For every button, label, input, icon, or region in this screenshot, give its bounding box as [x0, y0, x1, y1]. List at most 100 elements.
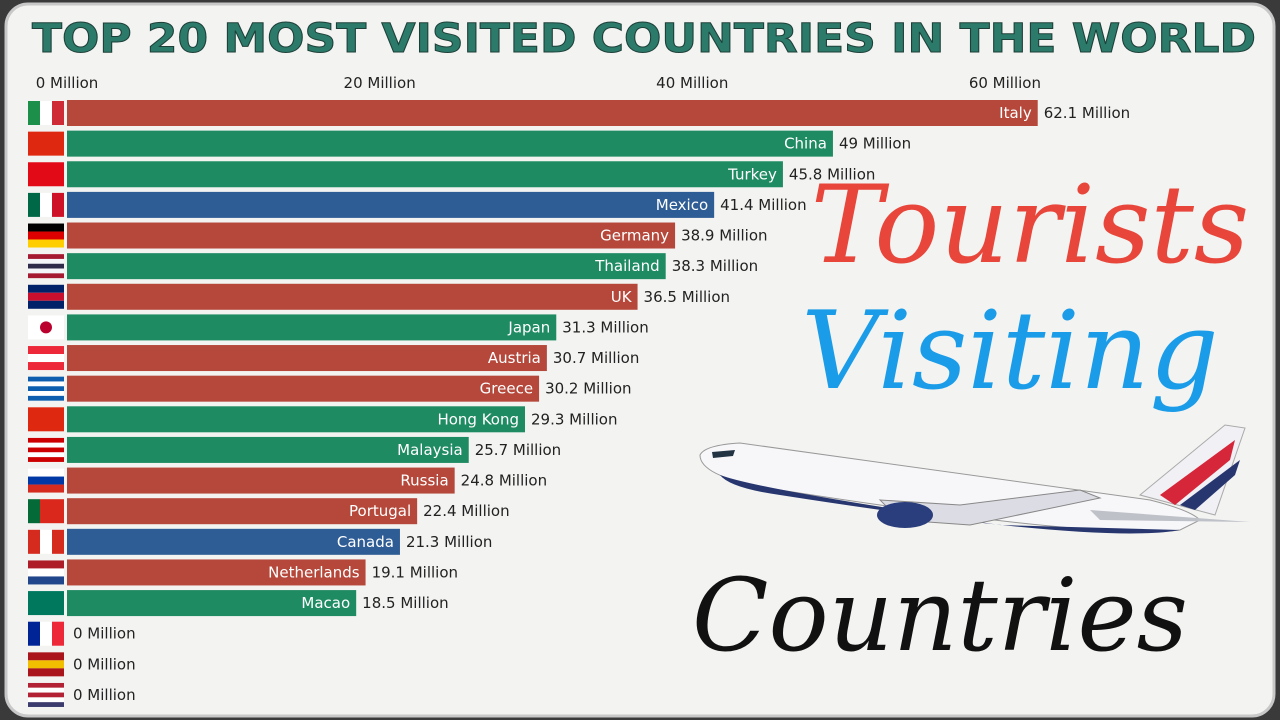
bar — [67, 375, 540, 402]
bar — [67, 406, 526, 433]
value-label: 45.8 Million — [789, 165, 875, 183]
flag-stripe — [28, 668, 64, 677]
flag-stripe — [52, 621, 64, 646]
value-label: 38.9 Million — [681, 227, 767, 245]
bar — [67, 436, 469, 463]
flag — [28, 529, 64, 554]
x-tick-label: 0 Million — [36, 74, 99, 92]
category-label: Hong Kong — [437, 410, 519, 428]
flag-stripe — [28, 386, 64, 392]
annotation: Tourists — [811, 163, 1250, 288]
flag — [28, 407, 64, 432]
value-label: 25.7 Million — [475, 441, 561, 459]
value-label: 31.3 Million — [562, 318, 648, 336]
category-label: Portugal — [349, 502, 411, 520]
value-label: 41.4 Million — [720, 196, 806, 214]
value-label: 30.2 Million — [545, 380, 631, 398]
flag-stripe — [28, 300, 64, 309]
flag-stripe — [28, 263, 64, 269]
flag — [28, 376, 64, 401]
value-label: 0 Million — [73, 625, 136, 643]
category-label: Macao — [301, 594, 350, 612]
flag — [28, 591, 64, 616]
flag-stripe — [28, 476, 64, 485]
value-label: 0 Million — [73, 686, 136, 704]
flag-stripe — [40, 192, 52, 217]
flag — [28, 315, 64, 340]
category-label: Thailand — [594, 257, 659, 275]
flag-stripe — [28, 442, 64, 448]
flag-stripe — [28, 702, 64, 707]
value-label: 0 Million — [73, 655, 136, 673]
value-label: 19.1 Million — [372, 563, 458, 581]
category-label: Russia — [400, 472, 448, 490]
flag-stripe — [28, 660, 64, 669]
x-tick-label: 60 Million — [969, 74, 1041, 92]
flag-stripe — [28, 692, 64, 698]
flag-stripe — [28, 591, 64, 616]
flag-stripe — [28, 484, 64, 493]
flag-stripe — [28, 231, 64, 240]
flag-emblem — [40, 321, 52, 334]
flag-stripe — [28, 381, 64, 387]
category-label: Mexico — [656, 196, 708, 214]
flag — [28, 468, 64, 493]
flag-stripe — [28, 576, 64, 585]
annotation: Countries — [692, 557, 1188, 674]
bar — [67, 100, 1038, 126]
value-label: 21.3 Million — [406, 533, 492, 551]
flag-stripe — [28, 447, 64, 453]
category-label: Turkey — [727, 165, 777, 183]
bar — [67, 590, 357, 617]
bar — [67, 467, 455, 494]
category-label: China — [784, 135, 827, 153]
bar — [67, 191, 715, 218]
category-label: Austria — [488, 349, 541, 367]
value-label: 29.3 Million — [531, 410, 617, 428]
flag-stripe — [40, 529, 52, 554]
category-label: Canada — [337, 533, 394, 551]
flag-stripe — [28, 284, 64, 293]
annotation: Visiting — [801, 289, 1218, 414]
flag-stripe — [40, 499, 52, 524]
value-label: 24.8 Million — [461, 472, 547, 490]
value-label: 38.3 Million — [672, 257, 758, 275]
category-label: Netherlands — [268, 563, 360, 581]
airplane — [699, 424, 1250, 534]
category-label: Greece — [480, 380, 533, 398]
flag-stripe — [52, 529, 64, 554]
flag — [28, 560, 64, 585]
flag-stripe — [28, 223, 64, 232]
x-tick-label: 40 Million — [656, 74, 728, 92]
flag — [28, 621, 64, 646]
flag-stripe — [28, 560, 64, 569]
flag-stripe — [28, 457, 64, 462]
flag-stripe — [28, 529, 40, 554]
flag-stripe — [28, 697, 64, 703]
flag-stripe — [28, 354, 64, 363]
flag-stripe — [52, 101, 64, 125]
flag-stripe — [40, 621, 52, 646]
flag-stripe — [28, 652, 64, 661]
flag — [28, 162, 64, 187]
bar — [67, 528, 400, 555]
flag-stripe — [28, 268, 64, 274]
flag-stripe — [28, 162, 64, 187]
flag-stripe — [28, 499, 40, 524]
flag — [28, 101, 64, 125]
flag — [28, 254, 64, 279]
value-label: 62.1 Million — [1044, 104, 1130, 122]
bar — [67, 222, 676, 249]
flag-stripe — [28, 621, 40, 646]
flag-stripe — [28, 254, 64, 259]
value-label: 30.7 Million — [553, 349, 639, 367]
category-label: UK — [611, 288, 633, 306]
bar — [67, 130, 833, 157]
flag-stripe — [28, 362, 64, 371]
flag-stripe — [28, 292, 64, 301]
flag-stripe — [28, 131, 64, 156]
value-label: 49 Million — [839, 135, 911, 153]
flag-stripe — [52, 499, 64, 524]
x-tick-label: 20 Million — [344, 74, 416, 92]
